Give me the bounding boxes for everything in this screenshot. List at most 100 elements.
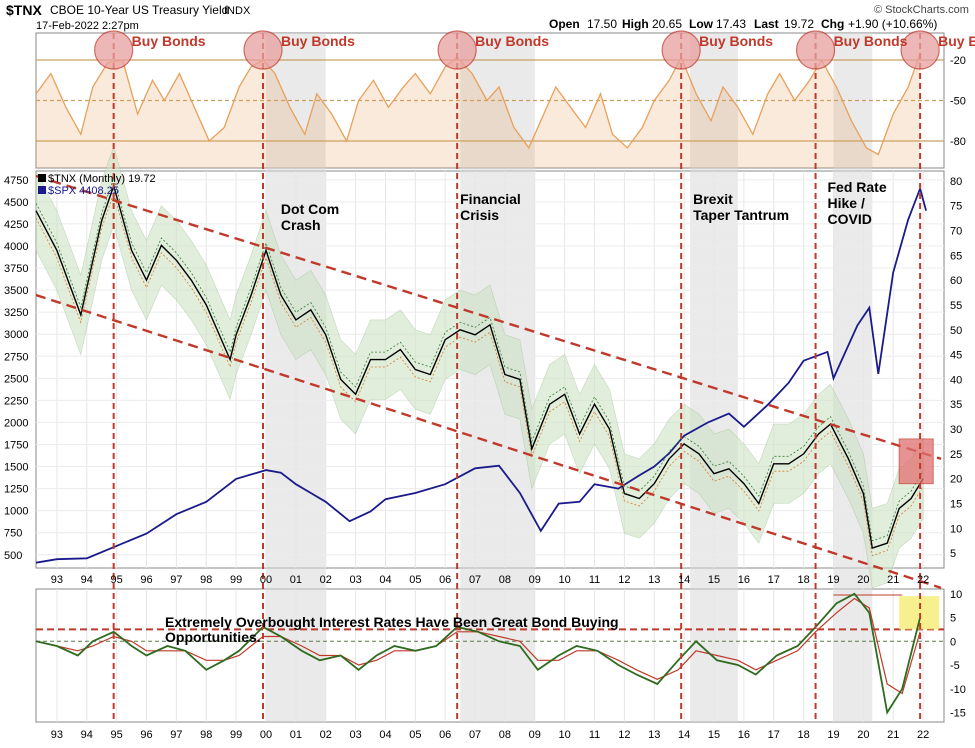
top-y-tick-label: -80 [950,136,966,148]
right-y-tick-label: 15 [950,498,962,510]
channel-line-lower [35,293,942,589]
x-tick-label: 08 [499,574,511,586]
x-tick-label-bottom: 05 [409,729,421,741]
x-tick-label-bottom: 09 [529,729,541,741]
rsi-line [35,53,921,156]
legend-swatch-tnx [38,174,46,182]
event-annotation: Fed Rate Hike / COVID [828,179,887,227]
x-tick-label: 94 [81,574,93,586]
buy-bonds-label: Buy Bonds [132,33,206,49]
bottom-annotation: Extremely Overbought Interest Rates Have… [165,614,619,645]
x-tick-label: 00 [260,574,272,586]
overbought-highlight-box [898,438,934,485]
event-annotation-line: Taper Tantrum [693,207,789,223]
left-y-tick-label: 4500 [4,197,28,209]
x-tick-label: 20 [857,574,869,586]
x-tick-label: 21 [887,574,899,586]
event-annotation: Dot Com Crash [281,201,339,233]
right-y-tick-label: 65 [950,250,962,262]
chart-labels-layer: 9393949495959696979798989999000001010202… [4,33,975,741]
right-y-tick-label: 5 [950,548,956,560]
x-tick-label: 17 [768,574,780,586]
left-y-tick-label: 500 [4,550,22,562]
top-y-tick-label: -50 [950,96,966,108]
header-exchange: INDX [224,5,251,17]
right-y-tick-label: 35 [950,399,962,411]
left-y-tick-label: 1000 [4,506,28,518]
buy-bonds-label: Buy Bonds [281,33,355,49]
buy-bonds-label: Buy Bonds [475,33,549,49]
buy-bonds-label: Buy Bonds [938,33,975,49]
event-annotation-line: Financial [460,191,521,207]
x-tick-label-bottom: 98 [200,729,212,741]
x-tick-label-bottom: 06 [439,729,451,741]
buy-bonds-label: Buy Bonds [834,33,908,49]
x-tick-label: 06 [439,574,451,586]
event-annotation: Brexit Taper Tantrum [693,191,789,223]
x-tick-label: 22 [917,574,929,586]
x-tick-label: 11 [589,574,600,586]
left-y-tick-label: 2500 [4,373,28,385]
x-tick-label: 02 [320,574,332,586]
event-annotation-line: COVID [828,211,872,227]
buy-signal-circle [437,30,477,70]
band-area [35,145,924,589]
x-tick-label: 10 [559,574,571,586]
right-y-tick-label: 50 [950,325,962,337]
tnx-moving-average [35,177,924,542]
right-y-tick-label: 20 [950,474,962,486]
x-tick-label-bottom: 96 [140,729,152,741]
header-low-value: 17.43 [716,17,746,31]
x-tick-label: 19 [827,574,839,586]
left-y-tick-label: 750 [4,528,22,540]
left-y-tick-label: 2250 [4,395,28,407]
buy-signal-circle [661,30,701,70]
event-annotation-line: Fed Rate [828,179,887,195]
header-low-label: Low [689,17,714,31]
x-tick-label: 16 [738,574,750,586]
header-chg-label: Chg [821,17,844,31]
x-tick-label-bottom: 02 [320,729,332,741]
left-y-tick-label: 2000 [4,417,28,429]
x-tick-label-bottom: 97 [170,729,182,741]
bottom-y-tick-label: -10 [950,684,966,696]
left-y-tick-label: 3500 [4,285,28,297]
x-tick-label-bottom: 19 [827,729,839,741]
x-tick-label-bottom: 93 [51,729,63,741]
header-symbol: $TNX [6,2,42,18]
header-high-label: High [622,17,649,31]
x-tick-label: 12 [618,574,630,586]
event-annotation-line: Crisis [460,207,499,223]
x-tick-label-bottom: 20 [857,729,869,741]
legend-swatch-spx [38,186,46,194]
x-tick-label: 18 [797,574,809,586]
bottom-y-tick-label: 0 [950,636,956,648]
tnx-line [35,183,924,550]
x-tick-label-bottom: 10 [559,729,571,741]
x-tick-label: 97 [170,574,182,586]
bottom-annotation-line: Opportunities. [165,629,261,645]
x-tick-label-bottom: 01 [290,729,302,741]
x-tick-label-bottom: 15 [708,729,720,741]
x-tick-label: 09 [529,574,541,586]
header-open-value: 17.50 [587,17,617,31]
right-y-tick-label: 70 [950,226,962,238]
event-annotation-line: Dot Com [281,201,339,217]
buy-signal-circle [900,30,940,70]
x-tick-label-bottom: 94 [81,729,93,741]
x-tick-label: 99 [230,574,242,586]
x-tick-label: 07 [469,574,481,586]
event-annotation-line: Crash [281,217,321,233]
right-y-tick-label: 10 [950,523,962,535]
x-tick-label-bottom: 03 [349,729,361,741]
spx-line [35,185,927,564]
x-tick-label: 15 [708,574,720,586]
bottom-y-tick-label: 10 [950,589,962,601]
right-y-tick-label: 60 [950,275,962,287]
x-tick-label-bottom: 12 [618,729,630,741]
buy-signal-circle [94,30,134,70]
x-tick-label-bottom: 14 [678,729,690,741]
bottom-y-tick-label: -15 [950,708,966,720]
x-tick-label-bottom: 00 [260,729,272,741]
